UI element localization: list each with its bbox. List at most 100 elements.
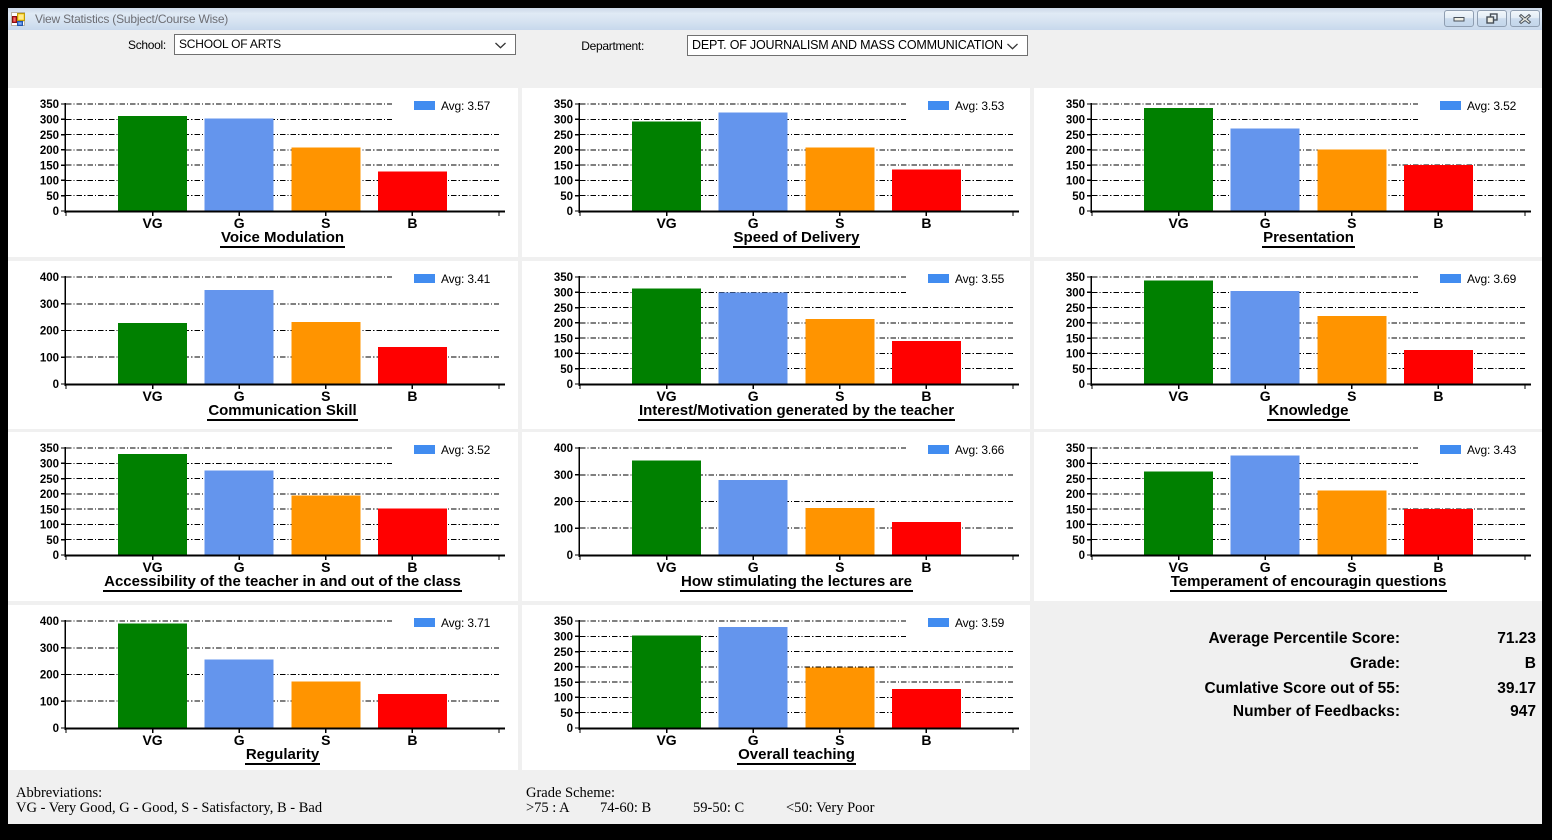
svg-text:0: 0: [1079, 550, 1085, 562]
svg-text:350: 350: [40, 443, 59, 455]
svg-text:B: B: [407, 732, 417, 748]
svg-text:200: 200: [40, 489, 59, 501]
svg-text:B: B: [1433, 215, 1443, 231]
svg-text:100: 100: [1066, 176, 1085, 188]
svg-text:250: 250: [40, 474, 59, 486]
svg-text:50: 50: [560, 364, 573, 376]
svg-text:250: 250: [1066, 303, 1085, 315]
svg-text:G: G: [748, 559, 759, 575]
svg-text:50: 50: [560, 708, 573, 720]
svg-text:VG: VG: [142, 559, 162, 575]
svg-text:Avg: 3.66: Avg: 3.66: [955, 443, 1005, 457]
svg-text:200: 200: [40, 326, 59, 338]
svg-text:0: 0: [53, 550, 59, 562]
svg-text:300: 300: [1066, 459, 1085, 471]
svg-text:Avg: 3.59: Avg: 3.59: [955, 616, 1005, 630]
svg-text:350: 350: [554, 272, 573, 284]
svg-text:350: 350: [40, 99, 59, 111]
svg-text:200: 200: [554, 497, 573, 509]
svg-text:0: 0: [567, 379, 573, 391]
svg-text:Avg: 3.55: Avg: 3.55: [955, 272, 1005, 286]
svg-text:VG: VG: [142, 388, 162, 404]
svg-text:200: 200: [40, 145, 59, 157]
svg-text:S: S: [321, 732, 330, 748]
svg-text:150: 150: [1066, 504, 1085, 516]
svg-text:VG: VG: [656, 215, 676, 231]
svg-text:200: 200: [1066, 145, 1085, 157]
svg-text:50: 50: [46, 535, 59, 547]
svg-text:Avg: 3.57: Avg: 3.57: [441, 99, 491, 113]
svg-text:350: 350: [1066, 443, 1085, 455]
svg-text:300: 300: [554, 115, 573, 127]
svg-text:0: 0: [567, 206, 573, 218]
svg-text:100: 100: [554, 176, 573, 188]
svg-text:50: 50: [1072, 364, 1085, 376]
svg-text:Avg: 3.52: Avg: 3.52: [441, 443, 491, 457]
svg-text:300: 300: [554, 632, 573, 644]
svg-text:G: G: [748, 215, 759, 231]
svg-text:S: S: [321, 215, 330, 231]
svg-text:Avg: 3.41: Avg: 3.41: [441, 272, 491, 286]
svg-text:350: 350: [1066, 272, 1085, 284]
svg-text:100: 100: [1066, 349, 1085, 361]
svg-text:200: 200: [1066, 489, 1085, 501]
svg-text:S: S: [835, 215, 844, 231]
svg-text:150: 150: [40, 160, 59, 172]
svg-text:300: 300: [40, 299, 59, 311]
svg-text:0: 0: [53, 723, 59, 735]
svg-text:350: 350: [554, 616, 573, 628]
svg-text:B: B: [921, 388, 931, 404]
svg-text:S: S: [835, 388, 844, 404]
svg-text:50: 50: [1072, 535, 1085, 547]
svg-text:B: B: [407, 388, 417, 404]
svg-text:100: 100: [40, 176, 59, 188]
svg-text:250: 250: [1066, 130, 1085, 142]
svg-text:250: 250: [554, 130, 573, 142]
svg-text:B: B: [921, 559, 931, 575]
svg-text:200: 200: [554, 145, 573, 157]
svg-text:100: 100: [1066, 520, 1085, 532]
svg-text:300: 300: [40, 643, 59, 655]
svg-text:400: 400: [40, 616, 59, 628]
svg-text:Avg: 3.71: Avg: 3.71: [441, 616, 491, 630]
svg-text:150: 150: [554, 333, 573, 345]
svg-text:G: G: [234, 559, 245, 575]
svg-text:Avg: 3.69: Avg: 3.69: [1467, 272, 1517, 286]
svg-text:B: B: [1433, 388, 1443, 404]
svg-text:150: 150: [554, 677, 573, 689]
svg-text:250: 250: [40, 130, 59, 142]
svg-text:150: 150: [40, 504, 59, 516]
svg-text:200: 200: [1066, 318, 1085, 330]
svg-text:300: 300: [554, 470, 573, 482]
svg-text:200: 200: [40, 670, 59, 682]
svg-text:S: S: [1347, 388, 1356, 404]
svg-text:Avg: 3.53: Avg: 3.53: [955, 99, 1005, 113]
svg-text:0: 0: [1079, 379, 1085, 391]
svg-text:G: G: [234, 388, 245, 404]
svg-text:300: 300: [1066, 115, 1085, 127]
svg-text:G: G: [1260, 559, 1271, 575]
svg-text:100: 100: [554, 349, 573, 361]
svg-text:150: 150: [1066, 160, 1085, 172]
svg-text:350: 350: [554, 99, 573, 111]
svg-text:250: 250: [554, 303, 573, 315]
svg-text:VG: VG: [142, 732, 162, 748]
svg-text:S: S: [321, 559, 330, 575]
svg-text:0: 0: [1079, 206, 1085, 218]
svg-text:G: G: [234, 732, 245, 748]
svg-text:S: S: [835, 559, 844, 575]
svg-text:S: S: [321, 388, 330, 404]
svg-text:100: 100: [40, 353, 59, 365]
svg-text:B: B: [407, 559, 417, 575]
svg-text:Avg: 3.52: Avg: 3.52: [1467, 99, 1517, 113]
svg-text:G: G: [1260, 215, 1271, 231]
svg-text:VG: VG: [656, 732, 676, 748]
svg-text:50: 50: [46, 191, 59, 203]
svg-text:B: B: [1433, 559, 1443, 575]
svg-text:50: 50: [560, 191, 573, 203]
svg-text:0: 0: [53, 206, 59, 218]
svg-text:50: 50: [1072, 191, 1085, 203]
svg-text:B: B: [921, 215, 931, 231]
svg-text:0: 0: [567, 550, 573, 562]
svg-text:250: 250: [1066, 474, 1085, 486]
